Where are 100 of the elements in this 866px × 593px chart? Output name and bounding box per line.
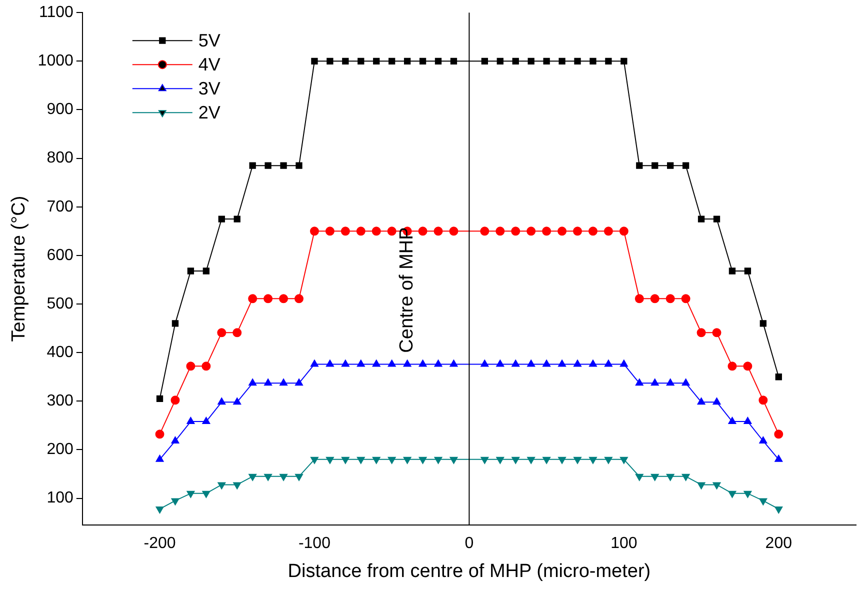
point <box>728 490 736 498</box>
point <box>634 294 644 304</box>
point <box>681 294 690 304</box>
point <box>697 398 706 405</box>
point <box>728 417 736 424</box>
point <box>156 395 164 402</box>
point <box>744 490 752 498</box>
point <box>403 360 412 367</box>
point <box>373 58 380 64</box>
point <box>759 498 768 506</box>
point <box>264 378 272 386</box>
point <box>635 378 644 386</box>
y-tick-label: 500 <box>46 295 74 312</box>
x-tick-label: 100 <box>610 535 638 552</box>
point <box>496 360 504 367</box>
point <box>558 226 567 236</box>
point <box>666 378 674 386</box>
point <box>326 360 334 367</box>
point <box>759 436 768 444</box>
point <box>233 398 242 405</box>
point <box>574 58 581 64</box>
point <box>605 58 612 64</box>
point <box>774 454 783 462</box>
point <box>217 328 226 338</box>
point <box>264 474 272 481</box>
point <box>588 226 598 236</box>
legend-label: 4V <box>198 54 220 75</box>
point <box>496 226 505 236</box>
point <box>326 58 334 64</box>
point <box>387 226 396 236</box>
point <box>294 294 304 304</box>
point <box>512 360 520 367</box>
point <box>481 58 488 64</box>
point <box>248 474 257 481</box>
point <box>356 226 366 236</box>
point <box>512 456 520 464</box>
point <box>279 294 288 304</box>
point <box>310 456 318 464</box>
point <box>434 58 442 64</box>
point <box>511 226 520 236</box>
point <box>280 474 288 481</box>
point <box>325 226 334 236</box>
point <box>697 482 706 490</box>
point <box>620 456 628 464</box>
point <box>480 226 490 236</box>
point <box>450 456 458 464</box>
point <box>218 398 226 405</box>
point <box>418 456 427 464</box>
point <box>760 320 766 327</box>
point <box>186 362 196 371</box>
y-tick-label: 1000 <box>38 52 74 70</box>
point <box>480 360 489 367</box>
point <box>155 430 164 439</box>
point <box>233 482 242 490</box>
point <box>758 396 768 405</box>
point <box>372 360 380 367</box>
point <box>187 268 194 274</box>
point <box>249 162 256 169</box>
y-tick-label: 300 <box>46 392 74 410</box>
point <box>667 162 674 169</box>
point <box>310 226 319 236</box>
point <box>636 162 643 169</box>
x-tick-label: -100 <box>298 535 331 552</box>
point <box>744 268 752 274</box>
point <box>650 378 659 386</box>
point <box>326 456 334 464</box>
point <box>620 360 628 367</box>
point <box>170 396 180 405</box>
point <box>310 360 318 367</box>
point <box>449 226 458 236</box>
point <box>527 456 536 464</box>
point <box>698 216 705 222</box>
x-tick-label: 0 <box>464 535 474 552</box>
point <box>774 430 784 439</box>
point <box>218 216 225 222</box>
point <box>558 456 566 464</box>
y-tick-label: 100 <box>46 490 74 507</box>
point <box>666 474 674 481</box>
point <box>744 417 752 424</box>
point <box>171 436 180 444</box>
point <box>280 162 287 169</box>
point <box>543 58 550 64</box>
point <box>156 454 164 462</box>
y-tick-label: 600 <box>46 246 74 264</box>
point <box>542 226 552 236</box>
legend-label: 2V <box>198 102 220 123</box>
point <box>202 268 210 274</box>
point <box>342 58 349 64</box>
point <box>650 474 659 481</box>
point <box>774 506 783 514</box>
point <box>264 294 273 304</box>
x-tick-label: -200 <box>144 535 176 552</box>
point <box>558 360 566 367</box>
point <box>526 226 536 236</box>
point <box>574 360 582 367</box>
point <box>311 58 318 64</box>
point <box>296 162 302 169</box>
point <box>450 58 458 64</box>
point <box>186 490 195 498</box>
point <box>512 58 519 64</box>
